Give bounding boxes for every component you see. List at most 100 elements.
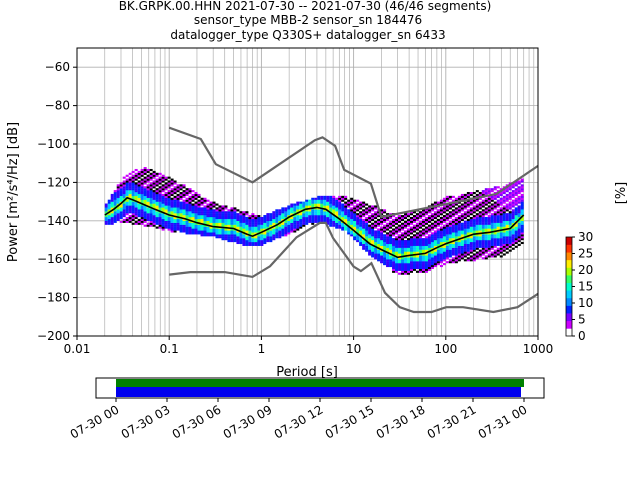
density-cell	[182, 193, 186, 197]
density-cell	[463, 245, 467, 248]
density-cell	[371, 241, 375, 245]
density-cell	[407, 272, 410, 275]
density-cell	[469, 257, 473, 260]
density-cell	[380, 220, 384, 223]
density-cell	[260, 238, 264, 241]
density-cell	[281, 213, 285, 216]
density-cell	[514, 216, 518, 220]
density-cell	[407, 253, 410, 256]
density-cell	[116, 213, 120, 216]
density-cell	[110, 218, 114, 221]
density-cell	[493, 211, 497, 214]
density-cell	[484, 203, 488, 206]
colorbar-tick-label: 20	[578, 263, 593, 277]
density-cell	[362, 241, 366, 245]
density-cell	[508, 224, 512, 227]
coverage-bar-bottom	[116, 387, 521, 397]
density-cell	[401, 245, 405, 248]
density-cell	[110, 193, 114, 197]
density-cell	[137, 203, 141, 206]
density-cell	[170, 207, 174, 210]
density-cell	[514, 238, 518, 241]
density-cell	[496, 236, 500, 239]
density-cell	[308, 218, 312, 221]
density-cell	[392, 247, 396, 250]
density-cell	[353, 211, 357, 214]
density-cell	[469, 199, 473, 202]
density-cell	[173, 197, 177, 200]
density-cell	[445, 230, 449, 233]
density-cell	[508, 245, 512, 248]
density-cell	[170, 216, 174, 220]
density-cell	[448, 249, 452, 252]
density-cell	[454, 197, 458, 200]
density-cell	[287, 207, 291, 210]
density-cell	[164, 182, 168, 185]
density-cell	[454, 253, 458, 256]
density-cell	[418, 215, 422, 218]
density-cell	[430, 266, 434, 269]
density-cell	[508, 197, 512, 200]
density-cell	[520, 216, 524, 220]
density-cell	[493, 251, 497, 254]
density-cell	[463, 251, 467, 254]
density-cell	[445, 238, 449, 241]
density-cell	[478, 245, 482, 248]
density-cell	[263, 236, 267, 239]
density-cell	[128, 199, 132, 202]
density-cell	[439, 199, 443, 202]
density-cell	[424, 228, 428, 231]
density-cell	[167, 218, 171, 221]
density-cell	[281, 222, 285, 225]
density-cell	[484, 209, 488, 212]
density-cell	[143, 193, 147, 197]
density-cell	[134, 176, 138, 179]
density-cell	[430, 264, 434, 268]
density-cell	[389, 238, 393, 241]
density-cell	[227, 213, 231, 216]
density-cell	[203, 222, 207, 225]
density-cell	[514, 232, 518, 235]
density-cell	[263, 240, 267, 243]
density-cell	[475, 215, 479, 218]
density-cell	[314, 203, 318, 206]
density-cell	[326, 213, 330, 216]
density-cell	[427, 264, 431, 268]
density-cell	[200, 226, 204, 229]
density-cell	[116, 211, 120, 214]
density-cell	[122, 184, 126, 187]
density-cell	[167, 215, 171, 218]
density-cell	[215, 236, 219, 239]
density-cell	[239, 236, 243, 239]
density-cell	[161, 203, 165, 206]
density-cell	[484, 211, 488, 214]
colorbar-segment	[566, 244, 572, 253]
density-cell	[505, 220, 509, 223]
density-cell	[137, 186, 141, 189]
density-cell	[290, 220, 294, 223]
density-cell	[215, 230, 219, 233]
density-cell	[140, 222, 144, 225]
density-cell	[188, 203, 192, 206]
density-cell	[493, 203, 497, 206]
density-cell	[401, 232, 405, 235]
density-cell	[221, 218, 225, 221]
density-cell	[191, 224, 195, 227]
density-cell	[421, 232, 425, 235]
density-cell	[451, 234, 455, 237]
density-cell	[460, 205, 464, 208]
density-cell	[496, 253, 500, 256]
density-cell	[146, 216, 150, 220]
density-cell	[404, 230, 408, 233]
density-cell	[143, 180, 147, 183]
density-cell	[236, 213, 240, 216]
density-cell	[433, 230, 437, 233]
density-cell	[368, 220, 372, 223]
density-cell	[134, 211, 138, 214]
density-cell	[427, 259, 431, 262]
density-cell	[119, 211, 123, 214]
density-cell	[436, 236, 440, 239]
density-cell	[176, 207, 180, 210]
density-cell	[338, 226, 342, 229]
density-cell	[496, 251, 500, 254]
